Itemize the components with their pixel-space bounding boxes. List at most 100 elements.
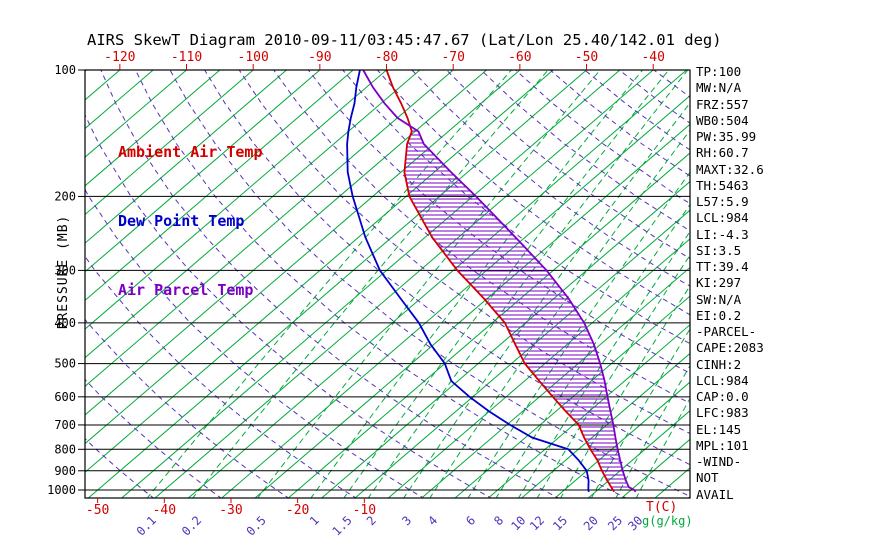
isotherm-line	[388, 238, 690, 498]
mixing-ratio-label: 0.2	[179, 513, 204, 538]
pressure-tick-label: 300	[54, 263, 76, 277]
stat-line: LI:-4.3	[696, 226, 749, 242]
bottom-temp-label: -10	[353, 503, 376, 518]
top-temp-label: -80	[375, 50, 398, 65]
pressure-tick-label: 500	[54, 357, 76, 371]
mixing-ratio-line	[310, 70, 643, 498]
dry-adiabat-line	[135, 70, 628, 498]
isotherm-line	[85, 70, 554, 473]
stat-line: WB0:504	[696, 112, 749, 128]
mixing-ratio-label: 3	[399, 513, 414, 528]
stat-line: MAXT:32.6	[696, 161, 764, 177]
stat-line: -PARCEL-	[696, 324, 757, 339]
cape-hatch	[404, 126, 629, 488]
isotherm-line	[85, 70, 321, 273]
dry-adiabat-line	[307, 70, 690, 374]
stat-line: EL:145	[696, 421, 742, 437]
dry-adiabat-line	[100, 70, 560, 498]
isotherm-line	[85, 70, 254, 216]
mixing-ratio-line	[590, 328, 690, 498]
mixing-ratio-label: 6	[463, 513, 478, 528]
stat-line: MPL:101	[696, 437, 749, 453]
isotherm-line	[588, 410, 690, 498]
isotherm-line	[0, 70, 20, 498]
top-temp-label: -100	[238, 50, 269, 65]
legend: Ambient Air Temp Dew Point Temp Air Parc…	[118, 95, 263, 348]
mixing-ratio-line	[495, 203, 690, 498]
mixing-ratio-line	[343, 70, 670, 498]
dewpoint-curve	[346, 69, 590, 493]
isotherm-line	[85, 70, 421, 359]
isotherm-line	[321, 180, 690, 498]
mixing-ratio-label: 1.5	[330, 513, 355, 538]
stat-line: PW:35.99	[696, 129, 757, 144]
top-temp-label: -40	[641, 50, 664, 65]
stat-line: CAP:0.0	[696, 389, 749, 404]
stat-line: FRZ:557	[696, 96, 749, 112]
stat-line: TT:39.4	[696, 259, 749, 274]
pressure-tick-label: 600	[54, 390, 76, 404]
dry-adiabat-line	[411, 70, 690, 287]
pressure-tick-label: 400	[54, 316, 76, 330]
isotherm-line	[121, 70, 621, 498]
isotherm-line	[154, 70, 654, 498]
dry-adiabat-line	[85, 318, 290, 498]
top-temp-label: -60	[508, 50, 531, 65]
bottom-temp-label: -40	[153, 503, 176, 518]
plot-border	[84, 69, 691, 499]
legend-ambient-air-temp: Ambient Air Temp	[118, 143, 263, 161]
stat-line: NOT	[696, 470, 719, 486]
stat-line: TH:5463	[696, 177, 749, 193]
pressure-tick-label: 900	[54, 464, 76, 478]
isotherm-line	[85, 70, 454, 387]
mixing-ratio-line	[635, 397, 690, 498]
mixing-ratio-label: 12	[527, 513, 547, 533]
isotherm-line	[85, 70, 387, 330]
mixing-ratio-label: 4	[425, 513, 440, 528]
top-temp-label: -50	[575, 50, 598, 65]
stat-line: KI:297	[696, 275, 742, 291]
isotherm-line	[85, 70, 521, 445]
isotherm-line	[85, 70, 487, 416]
top-temp-label: -90	[308, 50, 331, 65]
mixing-ratio-label: 0.5	[244, 513, 269, 538]
dry-adiabat-line	[85, 255, 357, 498]
isotherm-line	[85, 70, 87, 72]
bottom-temp-label: -30	[219, 503, 242, 518]
stat-line: CAPE:2083	[696, 340, 764, 356]
stat-line: L57:5.9	[696, 194, 749, 209]
ambient-temp-curve	[385, 69, 615, 493]
mixing-ratio-line	[257, 70, 601, 498]
pressure-tick-label: 200	[54, 189, 76, 203]
stat-line: AVAIL	[696, 486, 734, 502]
mixing-ratio-label: 20	[581, 513, 601, 533]
stat-line: SW:N/A	[696, 291, 742, 307]
top-temp-label: -70	[441, 50, 464, 65]
stats-panel: TP:100 MW:N/A FRZ:557 WB0:504 PW:35.99 RH:60.…	[696, 64, 764, 503]
isotherm-line	[85, 70, 354, 302]
stat-line: TP:100	[696, 64, 742, 79]
temp-unit-label: T(C)	[646, 500, 677, 515]
top-temp-label: -120	[104, 50, 135, 65]
dry-adiabat-line	[446, 70, 690, 260]
stat-line: LCL:984	[696, 372, 749, 388]
dry-adiabat-line	[480, 70, 690, 232]
dry-adiabat-line	[85, 188, 425, 498]
stat-line: EI:0.2	[696, 307, 742, 323]
legend-dew-point-temp: Dew Point Temp	[118, 212, 245, 230]
mixing-ratio-label: 25	[605, 513, 625, 533]
parcel-temp-curve	[362, 69, 637, 493]
dry-adiabat-line	[377, 70, 690, 316]
pressure-tick-label: 100	[54, 63, 76, 77]
pressure-axis-title: PRESSURE (MB)	[56, 215, 71, 330]
pressure-tick-label: 800	[54, 442, 76, 456]
isotherm-line	[254, 123, 690, 498]
pressure-tick-label: 700	[54, 418, 76, 432]
mixing-ratio-line	[429, 129, 690, 498]
stat-line: MW:N/A	[696, 80, 742, 96]
stat-line: LCL:984	[696, 210, 749, 226]
mixing-ratio-label: 10	[508, 513, 528, 533]
bottom-temp-label: -20	[286, 503, 309, 518]
isotherm-line	[454, 295, 690, 498]
